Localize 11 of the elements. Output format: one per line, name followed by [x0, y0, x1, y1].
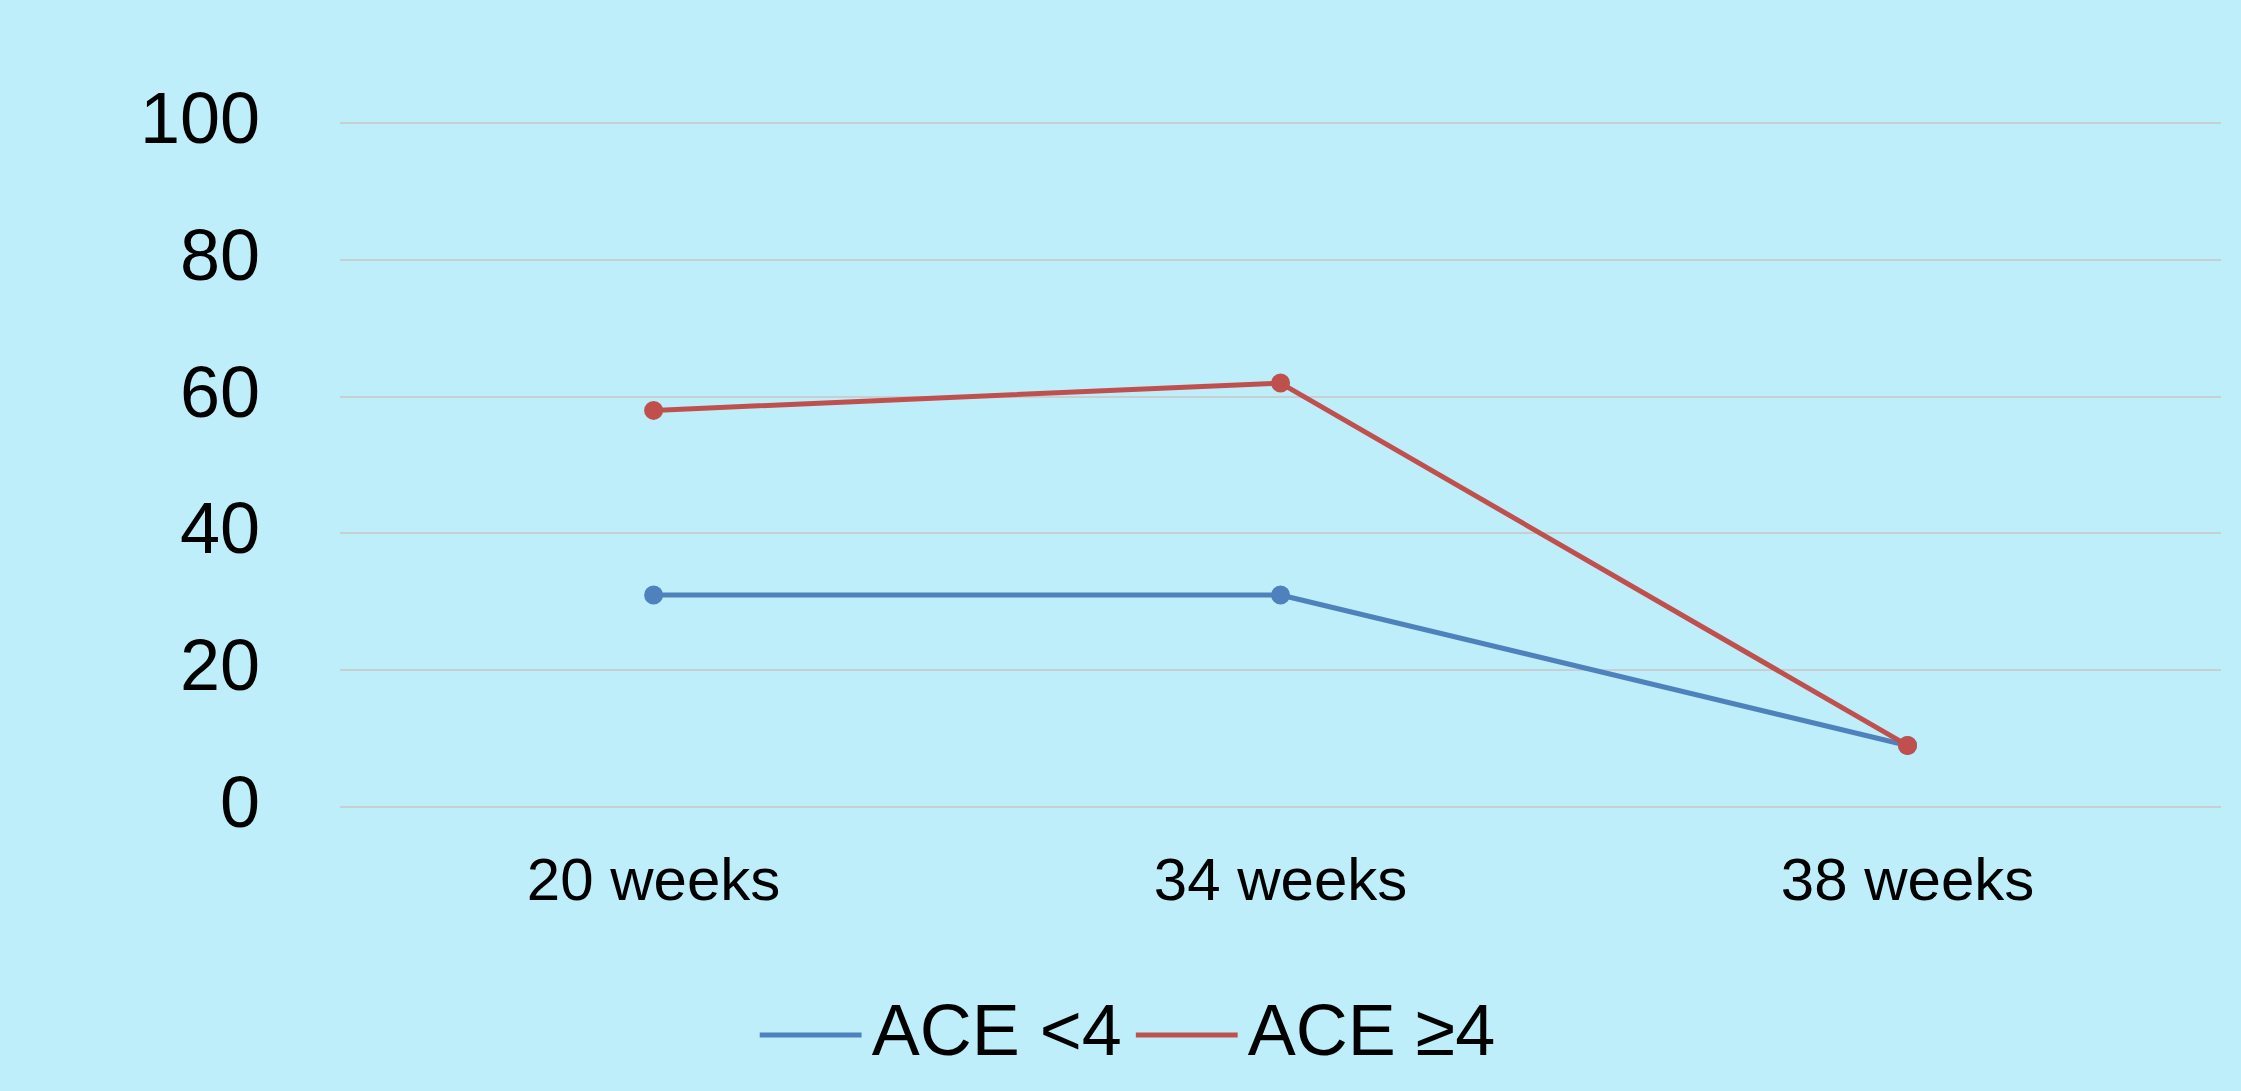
legend-label: ACE <4 — [871, 989, 1122, 1070]
x-tick-label: 34 weeks — [1153, 845, 1408, 913]
y-tick-label: 0 — [220, 761, 261, 842]
y-tick-label: 40 — [180, 488, 261, 569]
x-tick-label: 20 weeks — [526, 845, 781, 913]
legend-label: ACE ≥4 — [1247, 989, 1496, 1070]
y-tick-label: 60 — [180, 351, 261, 432]
y-tick-label: 20 — [180, 625, 261, 706]
y-tick-label: 100 — [139, 78, 261, 159]
y-tick-label: 80 — [180, 214, 261, 295]
x-tick-label: 38 weeks — [1780, 845, 2035, 913]
